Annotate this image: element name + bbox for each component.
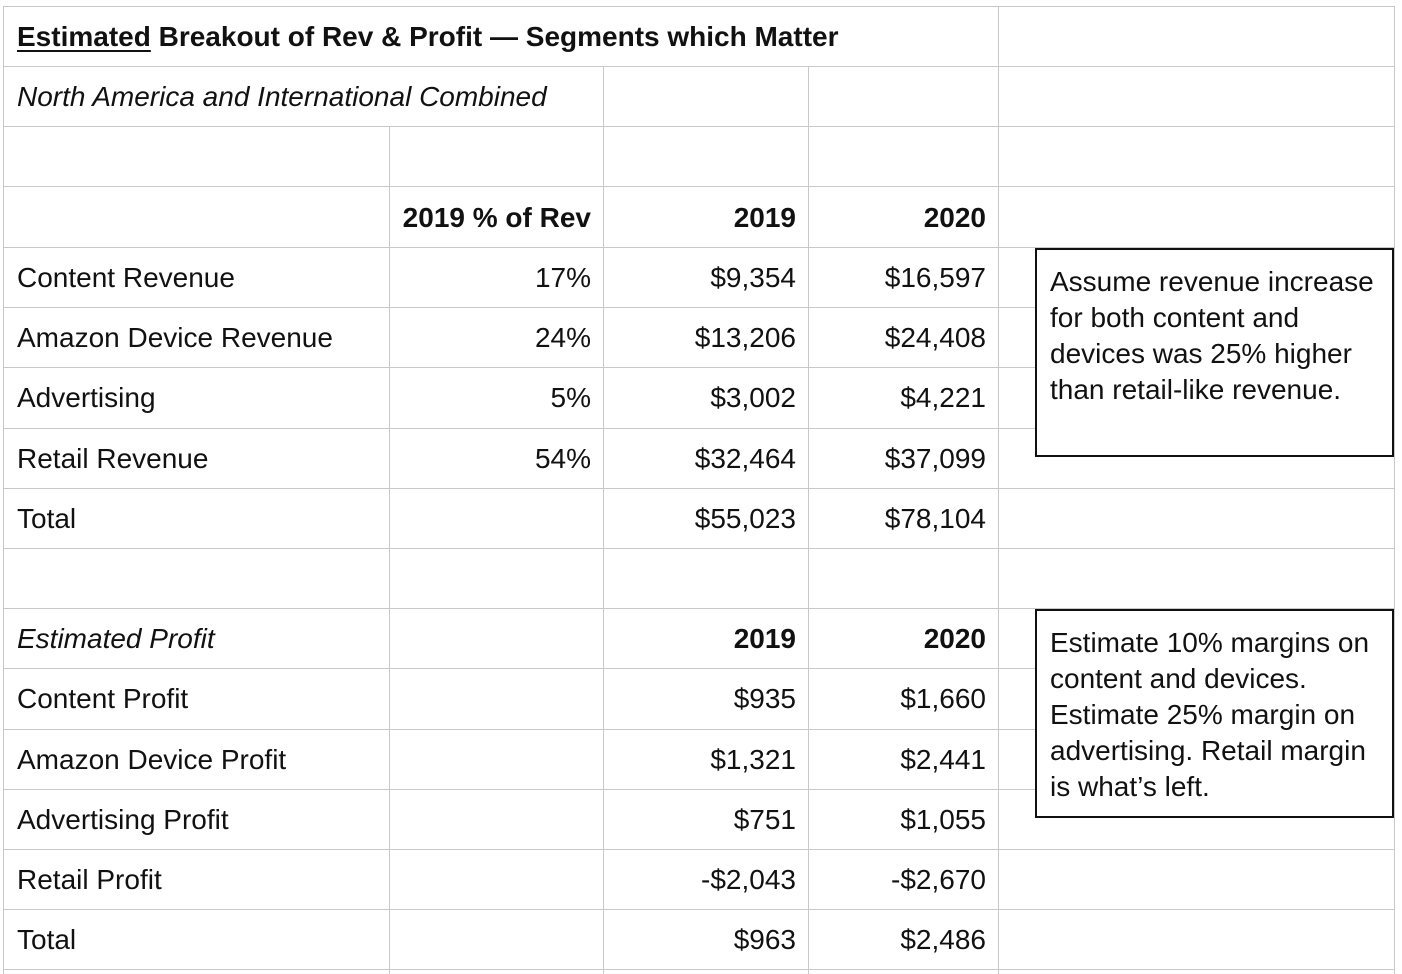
revenue-total-2019: $55,023	[694, 503, 796, 534]
revenue-header-2019: 2019	[733, 202, 796, 233]
profit-row-2019: $751	[733, 804, 796, 835]
grid-line	[998, 6, 999, 974]
grid-line	[1394, 6, 1395, 974]
revenue-row-pct: 24%	[534, 322, 591, 353]
grid-line	[3, 608, 1395, 609]
profit-row-2020: $2,441	[900, 744, 986, 775]
revenue-row-label: Content Revenue	[17, 262, 235, 293]
revenue-row-label: Advertising	[17, 382, 156, 413]
grid-line	[3, 849, 1395, 850]
profit-header-label: Estimated Profit	[17, 623, 215, 654]
profit-row-label: Advertising Profit	[17, 804, 229, 835]
grid-line	[3, 6, 1395, 7]
profit-row-2020: $1,660	[900, 683, 986, 714]
grid-line	[3, 6, 4, 974]
profit-header-2019: 2019	[733, 623, 796, 654]
revenue-row-2019: $3,002	[710, 382, 796, 413]
grid-line	[3, 909, 1395, 910]
sheet-title: Estimated Breakout of Rev & Profit — Seg…	[17, 7, 977, 67]
grid-line	[3, 428, 1395, 429]
profit-total-2019: $963	[733, 924, 796, 955]
grid-line	[3, 488, 1395, 489]
profit-row-2019: $935	[733, 683, 796, 714]
profit-total-2020: $2,486	[900, 924, 986, 955]
revenue-total-2020: $78,104	[884, 503, 986, 534]
revenue-header-2020: 2020	[923, 202, 986, 233]
revenue-total-pct	[389, 489, 591, 549]
revenue-row-2019: $9,354	[710, 262, 796, 293]
title-rest: Breakout of Rev & Profit — Segments whic…	[150, 21, 839, 52]
grid-line	[603, 66, 604, 974]
grid-line	[3, 668, 1395, 669]
grid-line	[3, 186, 1395, 187]
profit-row-2019: $1,321	[710, 744, 796, 775]
revenue-total-label: Total	[17, 503, 77, 534]
profit-row-2020: $1,055	[900, 804, 986, 835]
revenue-assumption-note: Assume revenue increase for both content…	[1035, 248, 1394, 457]
grid-line	[3, 548, 1395, 549]
title-underlined-word: Estimated	[17, 21, 151, 52]
revenue-row-pct: 54%	[534, 443, 591, 474]
revenue-row-label: Retail Revenue	[17, 443, 209, 474]
revenue-row-label: Amazon Device Revenue	[17, 322, 333, 353]
profit-header-2020: 2020	[923, 623, 986, 654]
grid-line	[3, 307, 1395, 308]
profit-row-label: Amazon Device Profit	[17, 744, 287, 775]
profit-assumption-note: Estimate 10% margins on content and devi…	[1035, 609, 1394, 818]
grid-line	[3, 789, 1395, 790]
profit-row-label: Content Profit	[17, 683, 189, 714]
revenue-row-2020: $24,408	[884, 322, 986, 353]
profit-row-label: Retail Profit	[17, 864, 162, 895]
grid-line	[389, 126, 390, 974]
revenue-row-2020: $16,597	[884, 262, 986, 293]
revenue-row-2020: $37,099	[884, 443, 986, 474]
grid-line	[3, 247, 1395, 248]
revenue-header-pct: 2019 % of Rev	[402, 202, 591, 233]
grid-line	[3, 66, 1395, 67]
grid-line	[3, 126, 1395, 127]
revenue-row-2019: $13,206	[694, 322, 796, 353]
sheet-subtitle: North America and International Combined	[17, 81, 547, 112]
revenue-row-2019: $32,464	[694, 443, 796, 474]
profit-total-label: Total	[17, 924, 77, 955]
revenue-row-2020: $4,221	[900, 382, 986, 413]
grid-line	[3, 729, 1395, 730]
grid-line	[808, 66, 809, 974]
revenue-row-pct: 17%	[534, 262, 591, 293]
profit-row-2019: -$2,043	[701, 864, 796, 895]
profit-row-2020: -$2,670	[891, 864, 986, 895]
grid-line	[3, 969, 1395, 970]
grid-line	[3, 367, 1395, 368]
revenue-row-pct: 5%	[550, 382, 591, 413]
